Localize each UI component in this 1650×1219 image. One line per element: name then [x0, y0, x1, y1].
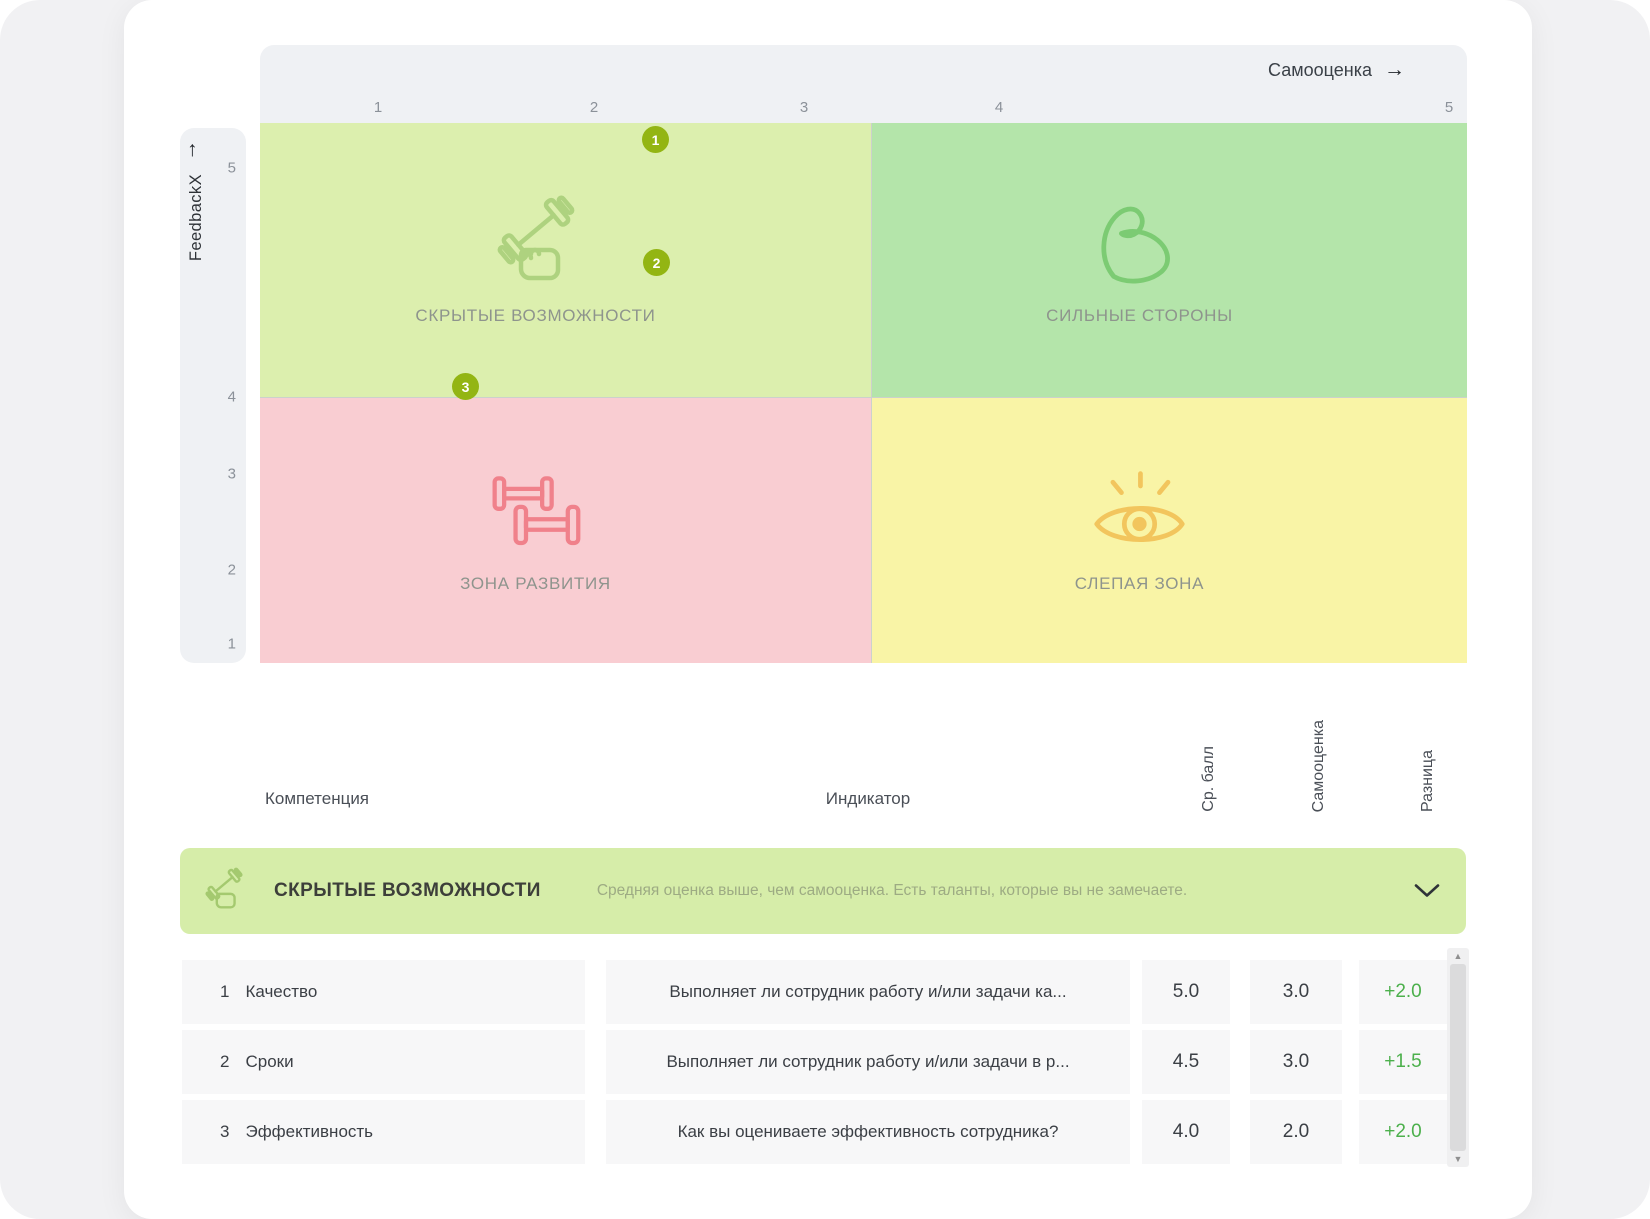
self-score-cell: 3.0 [1250, 1030, 1342, 1094]
x-tick-2: 2 [589, 99, 599, 116]
quadrant-top-right: СИЛЬНЫЕ СТОРОНЫ [872, 123, 1467, 397]
avg-score-cell: 5.0 [1142, 960, 1230, 1024]
x-axis-title: Самооценка → [1268, 58, 1405, 82]
quadrant-bottom-right: СЛЕПАЯ ЗОНА [872, 398, 1467, 663]
x-axis-label: Самооценка [1268, 59, 1372, 80]
header-self-score: Самооценка [1310, 719, 1327, 812]
difference-cell: +2.0 [1359, 960, 1447, 1024]
chevron-down-icon[interactable] [1414, 884, 1440, 899]
quadrant-top-left: СКРЫТЫЕ ВОЗМОЖНОСТИ [260, 123, 871, 397]
hand-dumbbell-icon [205, 867, 243, 909]
y-tick-1: 1 [227, 635, 236, 653]
report-card: Самооценка → 1 2 3 4 5 ↑ FeedbackX 5 4 3… [124, 0, 1532, 1219]
y-axis-label: FeedbackX [187, 174, 205, 262]
x-axis-band: Самооценка → 1 2 3 4 5 [260, 45, 1467, 123]
hand-dumbbell-icon [497, 195, 574, 281]
x-tick-5: 5 [1444, 99, 1454, 116]
self-score-cell: 3.0 [1250, 960, 1342, 1024]
row-number: 2 [220, 1052, 230, 1071]
eye-icon [1094, 471, 1185, 542]
table-scrollbar[interactable]: ▲ ▼ [1447, 948, 1469, 1167]
scrollbar-thumb[interactable] [1450, 964, 1466, 1151]
avg-score-cell: 4.5 [1142, 1030, 1230, 1094]
data-point[interactable]: 1 [642, 126, 669, 153]
header-difference: Разница [1419, 749, 1436, 812]
arrow-up-icon: ↑ [187, 138, 198, 161]
table-row: 3 Эффективность Как вы оцениваете эффект… [124, 1100, 1532, 1164]
quadrant-label-top-right: СИЛЬНЫЕ СТОРОНЫ [1046, 306, 1233, 325]
competency-name: Эффективность [245, 1122, 374, 1141]
difference-cell: +1.5 [1359, 1030, 1447, 1094]
arrow-right-icon: → [1384, 58, 1405, 81]
data-point-label: 2 [652, 254, 661, 271]
y-tick-5: 5 [227, 159, 236, 177]
competency-cell: 2 Сроки [182, 1030, 585, 1094]
group-title: СКРЫТЫЕ ВОЗМОЖНОСТИ [274, 880, 541, 901]
header-competency: Компетенция [265, 789, 370, 808]
indicator-cell: Как вы оцениваете эффективность сотрудни… [606, 1100, 1130, 1164]
data-point-label: 1 [651, 131, 660, 148]
table-row: 2 Сроки Выполняет ли сотрудник работу и/… [124, 1030, 1532, 1094]
quadrant-bottom-left: ЗОНА РАЗВИТИЯ [260, 398, 871, 663]
dumbbells-icon [492, 476, 581, 546]
scroll-up-icon[interactable]: ▲ [1453, 951, 1463, 961]
table-row: 1 Качество Выполняет ли сотрудник работу… [124, 960, 1532, 1024]
y-tick-3: 3 [227, 465, 236, 483]
y-tick-2: 2 [227, 561, 236, 579]
x-tick-1: 1 [373, 99, 383, 116]
competency-name: Качество [245, 982, 318, 1001]
bicep-icon [1101, 206, 1170, 284]
quadrant-label-bottom-right: СЛЕПАЯ ЗОНА [1074, 574, 1205, 593]
quadrant-label-top-left: СКРЫТЫЕ ВОЗМОЖНОСТИ [415, 306, 656, 325]
row-number: 1 [220, 982, 230, 1001]
indicator-cell: Выполняет ли сотрудник работу и/или зада… [606, 1030, 1130, 1094]
group-band[interactable]: СКРЫТЫЕ ВОЗМОЖНОСТИ Средняя оценка выше,… [180, 848, 1466, 934]
competency-cell: 3 Эффективность [182, 1100, 585, 1164]
data-point[interactable]: 2 [643, 249, 670, 276]
avg-score-cell: 4.0 [1142, 1100, 1230, 1164]
quadrant-chart: СКРЫТЫЕ ВОЗМОЖНОСТИ СИЛЬНЫЕ СТОРОНЫ [260, 123, 1467, 663]
y-tick-4: 4 [227, 388, 236, 406]
quadrant-label-bottom-left: ЗОНА РАЗВИТИЯ [460, 574, 611, 593]
scroll-down-icon[interactable]: ▼ [1453, 1154, 1463, 1164]
competency-cell: 1 Качество [182, 960, 585, 1024]
difference-cell: +2.0 [1359, 1100, 1447, 1164]
x-tick-4: 4 [994, 99, 1004, 116]
row-number: 3 [220, 1122, 230, 1141]
self-score-cell: 2.0 [1250, 1100, 1342, 1164]
competency-name: Сроки [245, 1052, 294, 1071]
data-point[interactable]: 3 [452, 373, 479, 400]
header-avg-score: Ср. балл [1200, 746, 1217, 812]
header-indicator: Индикатор [825, 789, 911, 808]
indicator-cell: Выполняет ли сотрудник работу и/или зада… [606, 960, 1130, 1024]
y-axis-band: ↑ FeedbackX 5 4 3 2 1 [180, 128, 246, 663]
x-tick-3: 3 [799, 99, 809, 116]
data-point-label: 3 [461, 378, 470, 395]
group-description: Средняя оценка выше, чем самооценка. Ест… [596, 882, 1188, 899]
